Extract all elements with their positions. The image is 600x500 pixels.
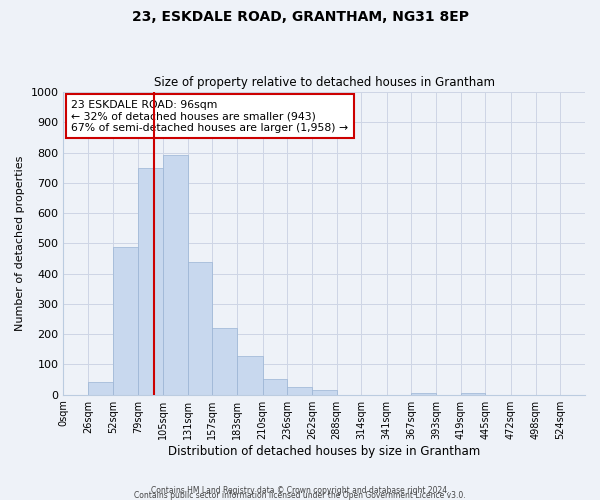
Text: Contains HM Land Registry data © Crown copyright and database right 2024.: Contains HM Land Registry data © Crown c… — [151, 486, 449, 495]
Bar — [139, 168, 163, 394]
Text: 23, ESKDALE ROAD, GRANTHAM, NG31 8EP: 23, ESKDALE ROAD, GRANTHAM, NG31 8EP — [131, 10, 469, 24]
Title: Size of property relative to detached houses in Grantham: Size of property relative to detached ho… — [154, 76, 495, 90]
Bar — [412, 393, 436, 394]
Bar — [461, 392, 485, 394]
Bar — [263, 379, 287, 394]
Bar — [312, 390, 337, 394]
Bar — [212, 328, 237, 394]
X-axis label: Distribution of detached houses by size in Grantham: Distribution of detached houses by size … — [168, 444, 481, 458]
Bar — [88, 382, 113, 394]
Bar — [113, 248, 139, 394]
Text: Contains public sector information licensed under the Open Government Licence v3: Contains public sector information licen… — [134, 490, 466, 500]
Bar — [287, 386, 312, 394]
Text: 23 ESKDALE ROAD: 96sqm
← 32% of detached houses are smaller (943)
67% of semi-de: 23 ESKDALE ROAD: 96sqm ← 32% of detached… — [71, 100, 349, 133]
Bar — [237, 356, 263, 395]
Y-axis label: Number of detached properties: Number of detached properties — [15, 156, 25, 331]
Bar — [188, 262, 212, 394]
Bar — [163, 154, 188, 394]
